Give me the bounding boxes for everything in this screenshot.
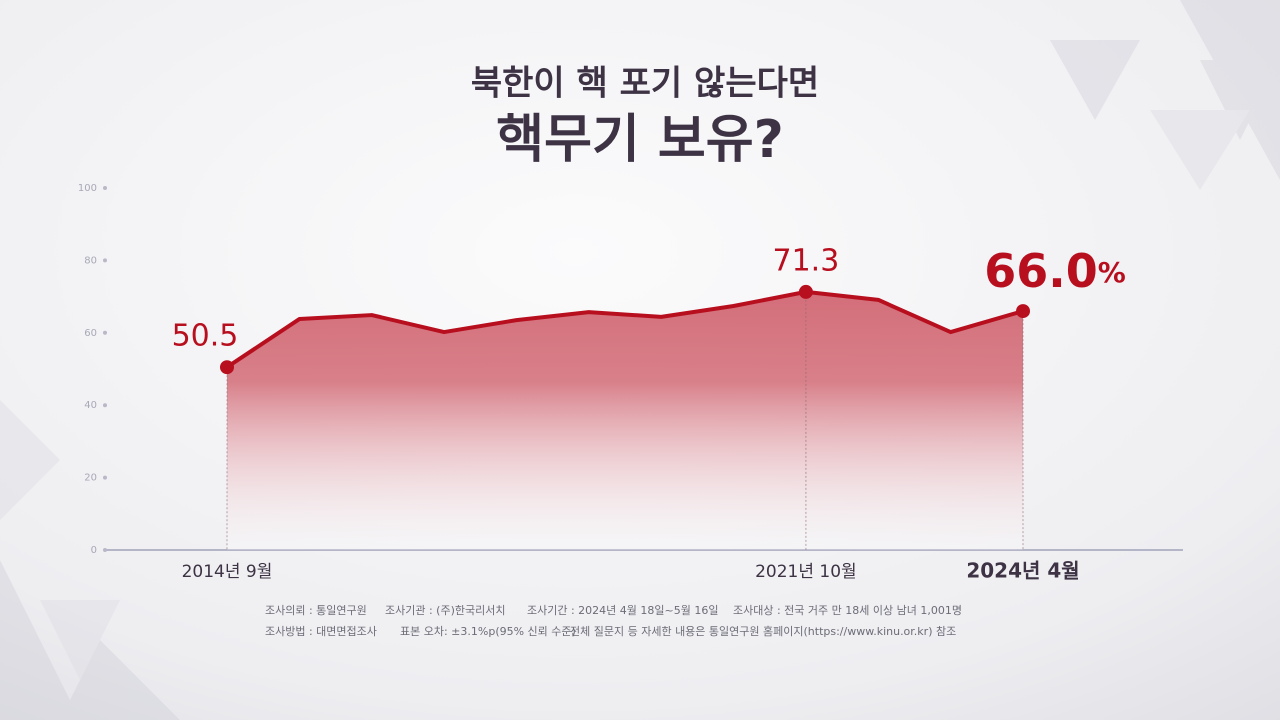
footnote: 조사의뢰 : 통일연구원 xyxy=(265,603,367,617)
point xyxy=(798,284,813,299)
footnote: 표본 오차: ±3.1%p(95% 신뢰 수준) xyxy=(400,625,576,638)
footnote: 조사기간 : 2024년 4월 18일~5월 16일 xyxy=(527,603,718,617)
footnote: 조사방법 : 대면면접조사 xyxy=(265,625,377,638)
x-tick-label: 2024년 4월 xyxy=(966,559,1079,583)
y-tick-label: 100 xyxy=(78,183,97,194)
x-tick-label: 2021년 10월 xyxy=(755,562,857,582)
y-tick xyxy=(103,258,107,263)
x-tick-label: 2014년 9월 xyxy=(182,562,273,582)
line xyxy=(225,289,1024,369)
y-tick xyxy=(103,403,107,408)
value-unit: % xyxy=(1098,256,1126,289)
point xyxy=(1016,304,1030,319)
y-tick xyxy=(103,186,107,190)
y-tick-label: 80 xyxy=(84,255,97,266)
footnote: 전체 질문지 등 자세한 내용은 통일연구원 홈페이지(https://www.… xyxy=(570,624,956,638)
point xyxy=(220,360,234,375)
area-fill xyxy=(227,291,1023,550)
chart-subtitle: 핵무기 보유? xyxy=(496,110,783,170)
value-label: 50.5 xyxy=(172,319,239,354)
y-tick-label: 20 xyxy=(84,473,97,484)
y-tick xyxy=(103,475,107,480)
y-tick-label: 40 xyxy=(84,400,97,411)
value-number: 66.0 xyxy=(984,244,1098,298)
chart-title: 북한이 핵 포기 않는다면 xyxy=(471,64,819,104)
value-label: 66.0% xyxy=(984,244,1126,298)
y-tick xyxy=(103,330,107,335)
value-label: 71.3 xyxy=(773,243,840,278)
footnote: 조사기관 : (주)한국리서치 xyxy=(385,604,505,617)
y-tick xyxy=(103,548,107,552)
y-tick-label: 60 xyxy=(84,328,97,339)
footnote: 조사대상 : 전국 거주 만 18세 이상 남녀 1,001명 xyxy=(733,604,962,617)
y-tick-label: 0 xyxy=(91,545,97,556)
